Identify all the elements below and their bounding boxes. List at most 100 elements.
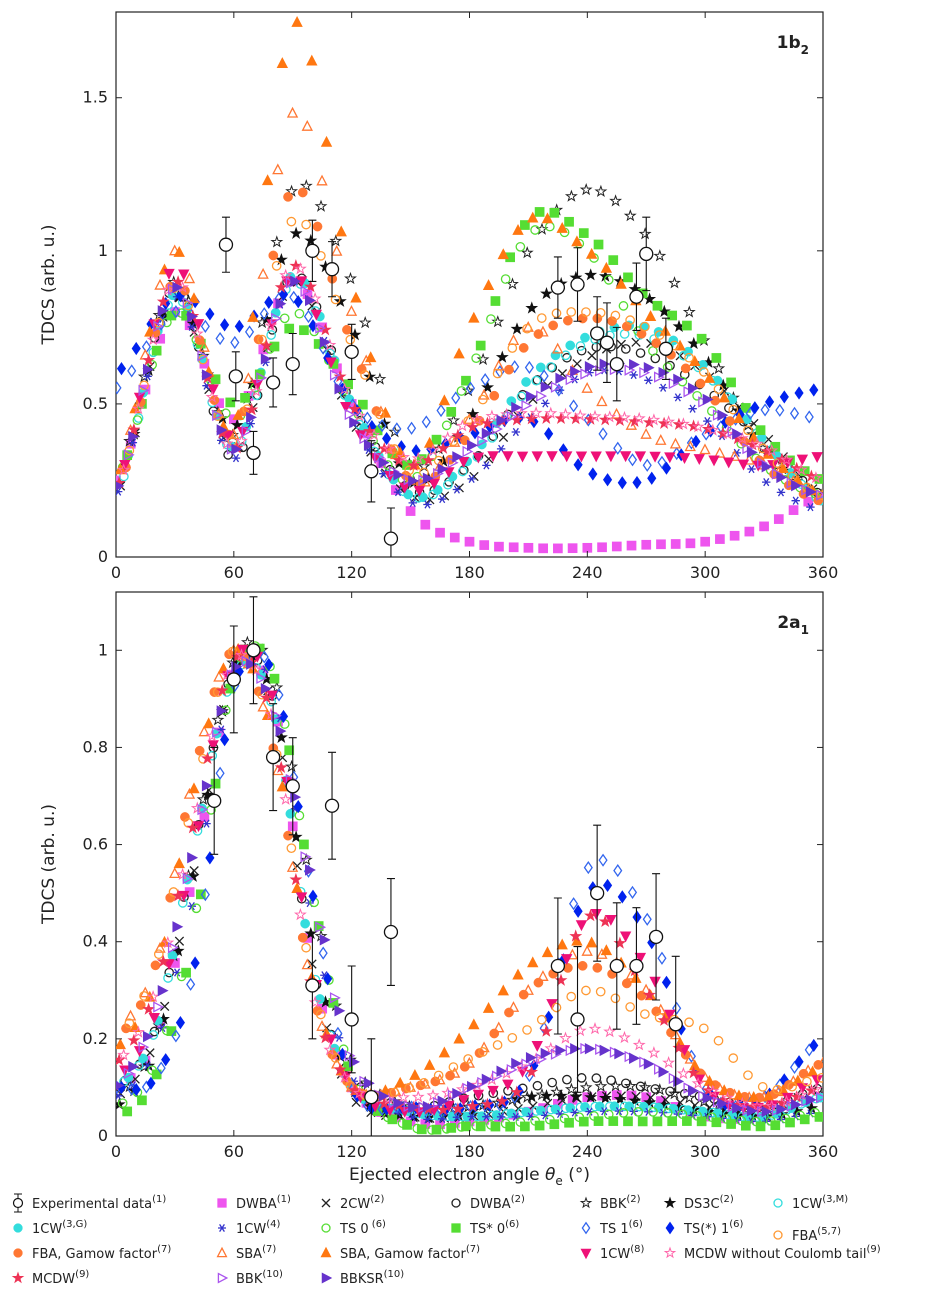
experimental-point bbox=[265, 375, 281, 390]
experimental-point bbox=[218, 237, 234, 252]
y-tick-label: 0.2 bbox=[83, 1029, 108, 1048]
y-axis-label: TDCS (arb. u.) bbox=[39, 804, 59, 925]
data-point bbox=[584, 268, 598, 281]
data-point bbox=[573, 409, 587, 422]
data-point bbox=[537, 970, 549, 981]
data-point bbox=[216, 705, 228, 717]
data-point bbox=[286, 216, 297, 227]
data-point bbox=[279, 268, 293, 281]
data-point bbox=[650, 1084, 661, 1094]
data-point bbox=[641, 539, 652, 550]
data-point bbox=[201, 788, 215, 801]
data-point bbox=[623, 209, 637, 222]
data-point bbox=[684, 1017, 694, 1028]
data-point bbox=[342, 324, 352, 335]
data-point bbox=[197, 803, 209, 816]
data-point bbox=[618, 301, 629, 311]
data-point bbox=[805, 1094, 817, 1106]
data-point bbox=[259, 690, 273, 704]
data-point bbox=[773, 514, 784, 524]
data-point bbox=[275, 725, 287, 737]
legend-label: SBA(7) bbox=[236, 1244, 276, 1262]
data-point bbox=[215, 683, 229, 697]
data-layer bbox=[116, 596, 823, 1136]
legend-entry: MCDW(9) bbox=[11, 1269, 89, 1287]
data-point bbox=[329, 369, 341, 381]
data-point bbox=[536, 390, 548, 402]
data-point bbox=[643, 1095, 657, 1108]
data-point bbox=[481, 380, 495, 393]
data-point bbox=[539, 369, 549, 383]
data-point bbox=[397, 450, 410, 463]
data-point bbox=[451, 391, 461, 405]
data-point bbox=[352, 1086, 366, 1099]
data-point bbox=[124, 1009, 137, 1021]
data-point bbox=[600, 261, 613, 273]
data-point bbox=[467, 1080, 478, 1093]
data-point bbox=[205, 729, 219, 742]
data-point bbox=[567, 543, 578, 554]
data-point bbox=[529, 406, 543, 419]
data-point bbox=[515, 241, 526, 252]
data-point bbox=[523, 542, 534, 553]
data-point bbox=[293, 295, 303, 309]
data-point bbox=[512, 968, 524, 980]
data-point bbox=[478, 394, 488, 405]
data-point bbox=[316, 174, 328, 186]
data-point bbox=[274, 280, 288, 293]
data-point bbox=[598, 1091, 612, 1104]
data-point bbox=[547, 1077, 558, 1088]
data-point bbox=[294, 308, 305, 319]
data-point bbox=[441, 1086, 455, 1099]
data-point bbox=[407, 458, 421, 471]
data-point bbox=[303, 309, 314, 324]
data-point bbox=[816, 490, 823, 501]
data-point bbox=[181, 967, 191, 978]
data-point bbox=[504, 364, 514, 375]
data-point bbox=[726, 377, 736, 388]
data-point bbox=[576, 345, 587, 356]
data-point bbox=[443, 467, 455, 479]
data-point bbox=[560, 350, 571, 361]
data-point bbox=[693, 454, 705, 466]
data-point bbox=[382, 431, 392, 446]
data-point bbox=[272, 163, 284, 175]
data-point bbox=[428, 478, 440, 490]
data-point bbox=[481, 1073, 493, 1086]
data-point bbox=[544, 1041, 558, 1055]
data-point bbox=[323, 1043, 337, 1056]
data-point bbox=[251, 390, 262, 401]
data-point bbox=[809, 471, 823, 484]
data-point bbox=[710, 395, 721, 406]
data-point bbox=[443, 479, 453, 490]
data-point bbox=[318, 1030, 332, 1044]
data-point bbox=[153, 320, 165, 332]
data-point bbox=[235, 648, 248, 661]
data-point bbox=[402, 1120, 412, 1130]
experimental-point bbox=[639, 246, 654, 262]
data-point bbox=[231, 443, 243, 455]
data-point bbox=[455, 419, 469, 432]
data-point bbox=[620, 344, 631, 354]
data-point bbox=[595, 307, 606, 318]
experimental-point bbox=[383, 924, 399, 940]
data-point bbox=[713, 384, 724, 395]
data-point bbox=[278, 709, 289, 724]
data-point bbox=[481, 427, 493, 440]
data-point bbox=[270, 235, 284, 248]
data-point bbox=[264, 318, 278, 332]
data-point bbox=[652, 1116, 663, 1127]
data-point bbox=[142, 353, 156, 366]
data-point bbox=[647, 413, 661, 426]
data-point bbox=[393, 1097, 405, 1109]
data-point bbox=[776, 1103, 788, 1115]
data-point bbox=[314, 199, 328, 212]
data-point bbox=[461, 383, 475, 397]
data-point bbox=[817, 1056, 823, 1068]
data-point bbox=[554, 1089, 568, 1102]
data-point bbox=[146, 1076, 156, 1090]
data-point bbox=[259, 650, 269, 664]
data-point bbox=[605, 451, 617, 463]
data-point bbox=[151, 345, 162, 356]
data-point bbox=[217, 725, 226, 734]
